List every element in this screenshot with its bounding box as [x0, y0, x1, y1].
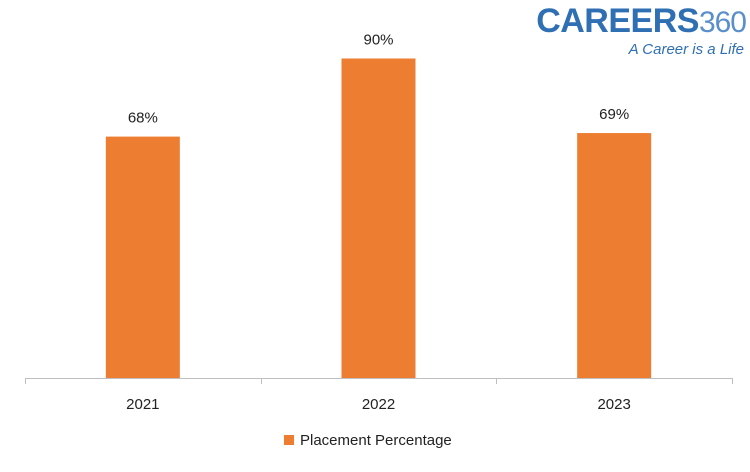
- legend-label: Placement Percentage: [300, 431, 452, 449]
- bar-2021: [105, 136, 180, 378]
- chart-legend: Placement Percentage: [284, 430, 452, 450]
- x-tick-label-2022: 2022: [362, 396, 395, 413]
- x-tick-label-2021: 2021: [126, 396, 159, 413]
- data-label-2021: 68%: [128, 110, 158, 127]
- x-tick-label-2023: 2023: [597, 396, 630, 413]
- bar-2023: [577, 133, 652, 378]
- bar-2022: [341, 58, 416, 378]
- logo-wordmark: CAREERS360: [536, 2, 747, 41]
- legend-swatch: [284, 435, 294, 445]
- data-label-2023: 69%: [599, 106, 629, 123]
- careers360-logo: CAREERS360 A Career is a Life: [536, 2, 747, 62]
- data-label-2022: 90%: [363, 32, 393, 49]
- logo-brand-word: CAREERS: [536, 2, 699, 40]
- logo-brand-number: 360: [698, 6, 747, 39]
- logo-tagline: A Career is a Life: [628, 41, 744, 58]
